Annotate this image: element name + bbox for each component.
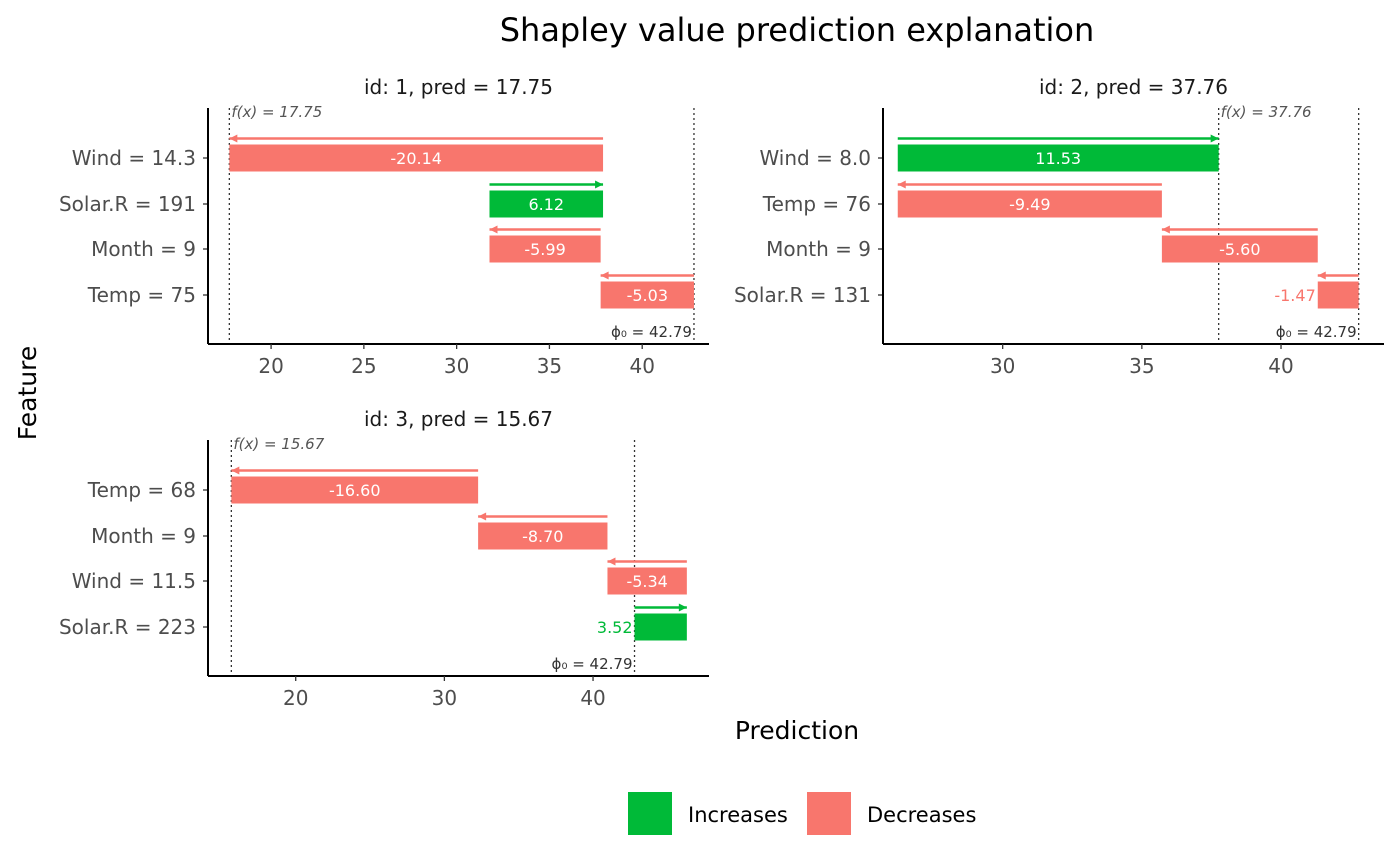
panel-title: id: 3, pred = 15.67 (364, 407, 553, 431)
feature-bar (1161, 235, 1318, 263)
x-axis-label: Prediction (735, 716, 859, 745)
panel-id-1: id: 1, pred = 17.75 f(x) = 17.75 ϕ₀ = 42.7… (59, 75, 709, 378)
chart-title: Shapley value prediction explanation (500, 11, 1095, 49)
arrow-head (1317, 271, 1326, 280)
arrow-head (607, 557, 616, 566)
x-tick-label: 40 (1268, 354, 1293, 378)
value-label: -16.60 (329, 481, 381, 500)
arrow-head (489, 225, 498, 234)
value-label: -9.49 (1009, 195, 1050, 214)
prediction-label: f(x) = 17.75 (231, 103, 322, 121)
feature-bar (1317, 281, 1359, 309)
legend-swatch-decreases (807, 792, 851, 835)
arrow-head (595, 180, 604, 189)
feature-bar (897, 144, 1219, 172)
feature-bar (897, 190, 1162, 218)
feature-tick-label: Solar.R = 191 (59, 192, 196, 216)
x-tick-label: 40 (629, 354, 654, 378)
feature-bar (607, 567, 687, 595)
baseline-label: ϕ₀ = 42.79 (552, 655, 633, 673)
value-label: 6.12 (528, 195, 564, 214)
feature-tick-label: Wind = 8.0 (759, 146, 871, 170)
feature-bar (478, 522, 608, 550)
feature-tick-label: Month = 9 (91, 524, 196, 548)
feature-bar (229, 144, 604, 172)
feature-tick-label: Temp = 76 (762, 192, 871, 216)
legend-swatch-increases (628, 792, 672, 835)
feature-bar (489, 190, 604, 218)
feature-tick-label: Month = 9 (766, 237, 871, 261)
x-tick-label: 30 (990, 354, 1015, 378)
x-tick-label: 20 (283, 686, 308, 710)
arrow-head (678, 603, 687, 612)
x-tick-label: 30 (432, 686, 457, 710)
arrow-head (231, 466, 240, 475)
x-tick-label: 25 (351, 354, 376, 378)
feature-tick-label: Wind = 11.5 (72, 569, 196, 593)
arrow-head (229, 134, 238, 143)
legend-label-increases: Increases (688, 803, 788, 827)
value-label: -5.60 (1219, 240, 1260, 259)
panel-title: id: 2, pred = 37.76 (1039, 75, 1228, 99)
feature-tick-label: Temp = 75 (87, 283, 196, 307)
feature-bar (489, 235, 601, 263)
arrow-head (1161, 225, 1170, 234)
value-label: -1.47 (1274, 286, 1315, 305)
feature-tick-label: Solar.R = 223 (59, 615, 196, 639)
panel-id-2: id: 2, pred = 37.76 f(x) = 37.76 ϕ₀ = 42.7… (734, 75, 1384, 378)
arrow-head (1210, 134, 1219, 143)
feature-tick-label: Month = 9 (91, 237, 196, 261)
value-label: 11.53 (1035, 149, 1081, 168)
panel-title: id: 1, pred = 17.75 (364, 75, 553, 99)
baseline-label: ϕ₀ = 42.79 (611, 323, 692, 341)
arrow-head (600, 271, 609, 280)
x-tick-label: 40 (580, 686, 605, 710)
value-label: -5.03 (627, 286, 668, 305)
feature-tick-label: Wind = 14.3 (72, 146, 196, 170)
value-label: 3.52 (597, 618, 633, 637)
panel-id-3: id: 3, pred = 15.67 f(x) = 15.67 ϕ₀ = 42.7… (59, 407, 709, 710)
legend-label-decreases: Decreases (867, 803, 976, 827)
y-axis-label: Feature (13, 346, 42, 440)
baseline-label: ϕ₀ = 42.79 (1276, 323, 1357, 341)
feature-tick-label: Solar.R = 131 (734, 283, 871, 307)
x-tick-label: 35 (1129, 354, 1154, 378)
prediction-label: f(x) = 15.67 (233, 435, 324, 453)
legend: Increases Decreases (628, 792, 976, 835)
feature-bar (634, 613, 687, 641)
arrow-head (478, 512, 487, 521)
x-tick-label: 30 (444, 354, 469, 378)
value-label: -8.70 (522, 527, 563, 546)
value-label: -20.14 (390, 149, 442, 168)
x-tick-label: 20 (258, 354, 283, 378)
prediction-label: f(x) = 37.76 (1221, 103, 1312, 121)
feature-tick-label: Temp = 68 (87, 478, 196, 502)
x-tick-label: 35 (537, 354, 562, 378)
value-label: -5.99 (524, 240, 565, 259)
feature-bar (231, 476, 479, 504)
arrow-head (897, 180, 906, 189)
value-label: -5.34 (626, 572, 667, 591)
feature-bar (600, 281, 694, 309)
